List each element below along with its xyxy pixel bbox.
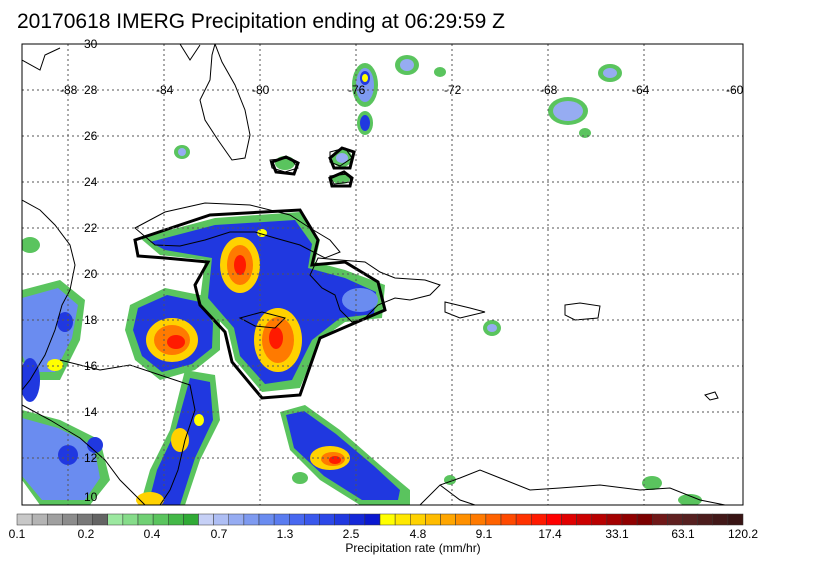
colorbar-tick: 0.7 [210, 527, 228, 541]
colorbar-tick: 0.4 [143, 527, 161, 541]
colorbar-swatch [470, 513, 487, 526]
colorbar-swatch [31, 513, 48, 526]
colorbar-label: Precipitation rate (mm/hr) [345, 541, 481, 555]
colorbar-swatch [289, 513, 305, 526]
colorbar-swatch [394, 513, 411, 526]
colorbar-swatch [636, 513, 653, 526]
colorbar-swatch [77, 513, 93, 526]
grid-lines [22, 44, 743, 505]
colorbar-swatch [667, 513, 683, 526]
colorbar-tick: 0.1 [8, 527, 26, 541]
colorbar-swatch [531, 513, 547, 526]
colorbar-swatch [16, 513, 33, 526]
colorbar-tick: 33.1 [605, 527, 629, 541]
colorbar-swatch [364, 513, 381, 526]
lat-label-16: 16 [84, 359, 98, 373]
colorbar-tick: 4.8 [409, 527, 427, 541]
colorbar-swatch [243, 513, 260, 526]
colorbar-swatch [727, 513, 744, 526]
colorbar-swatch [455, 513, 472, 526]
colorbar-swatch [379, 513, 396, 526]
colorbar-swatch [546, 513, 562, 526]
colorbar-swatch [697, 513, 714, 526]
colorbar-tick: 2.5 [342, 527, 360, 541]
lat-label-12: 12 [84, 451, 98, 465]
precip-field [22, 55, 702, 505]
colorbar-swatch [576, 513, 593, 526]
colorbar-swatch [152, 513, 169, 526]
lon-label-64: -64 [632, 83, 650, 97]
colorbar-swatch [652, 513, 668, 526]
map-title: 20170618 IMERG Precipitation ending at 0… [17, 10, 505, 33]
lon-label-72: -72 [444, 83, 462, 97]
lat-label-22: 22 [84, 221, 98, 235]
lon-label-80: -80 [252, 83, 270, 97]
colorbar-swatch [304, 513, 320, 526]
colorbar-tick: 9.1 [475, 527, 493, 541]
precip-contour [133, 146, 387, 400]
lon-label-84: -84 [156, 83, 174, 97]
colorbar-swatch [228, 513, 245, 526]
lon-label-60: -60 [726, 83, 744, 97]
colorbar-swatch [107, 513, 124, 526]
lat-label-20: 20 [84, 267, 98, 281]
colorbar-swatch [591, 513, 608, 526]
lat-label-26: 26 [84, 129, 98, 143]
lon-label-68: -68 [540, 83, 558, 97]
lat-label-18: 18 [84, 313, 98, 327]
colorbar-tick: 120.2 [727, 527, 759, 541]
colorbar-swatch [168, 513, 184, 526]
colorbar-swatch [500, 513, 517, 526]
colorbar-swatch [621, 513, 638, 526]
lat-label-10: 10 [84, 490, 98, 504]
colorbar-swatch [349, 513, 366, 526]
colorbar-swatch [485, 513, 502, 526]
colorbar-swatch [515, 513, 532, 526]
lat-label-28: 28 [84, 83, 98, 97]
colorbar-swatch [425, 513, 441, 526]
colorbar-swatch [62, 513, 78, 526]
colorbar-swatch [410, 513, 426, 526]
colorbar-swatch [440, 513, 456, 526]
colorbar-swatch [561, 513, 577, 526]
colorbar-swatch [712, 513, 729, 526]
colorbar [16, 513, 744, 526]
colorbar-swatch [334, 513, 351, 526]
lon-label-76: -76 [348, 83, 366, 97]
colorbar-swatch [258, 513, 275, 526]
colorbar-swatch [319, 513, 335, 526]
colorbar-swatch [682, 513, 698, 526]
lat-label-30: 30 [84, 37, 98, 51]
colorbar-swatch [183, 513, 199, 526]
colorbar-swatch [92, 513, 109, 526]
coastlines [22, 44, 726, 505]
colorbar-swatch [198, 513, 214, 526]
colorbar-tick: 0.2 [77, 527, 95, 541]
plot-frame [21, 43, 744, 506]
lon-label-88: -88 [60, 83, 78, 97]
colorbar-swatch [273, 513, 290, 526]
colorbar-swatch [137, 513, 154, 526]
lat-label-14: 14 [84, 405, 98, 419]
colorbar-tick: 1.3 [276, 527, 294, 541]
colorbar-tick: 17.4 [538, 527, 562, 541]
colorbar-swatch [47, 513, 63, 526]
colorbar-swatch [606, 513, 623, 526]
colorbar-swatch [122, 513, 139, 526]
colorbar-tick: 63.1 [671, 527, 695, 541]
colorbar-swatch [213, 513, 230, 526]
lat-label-24: 24 [84, 175, 98, 189]
